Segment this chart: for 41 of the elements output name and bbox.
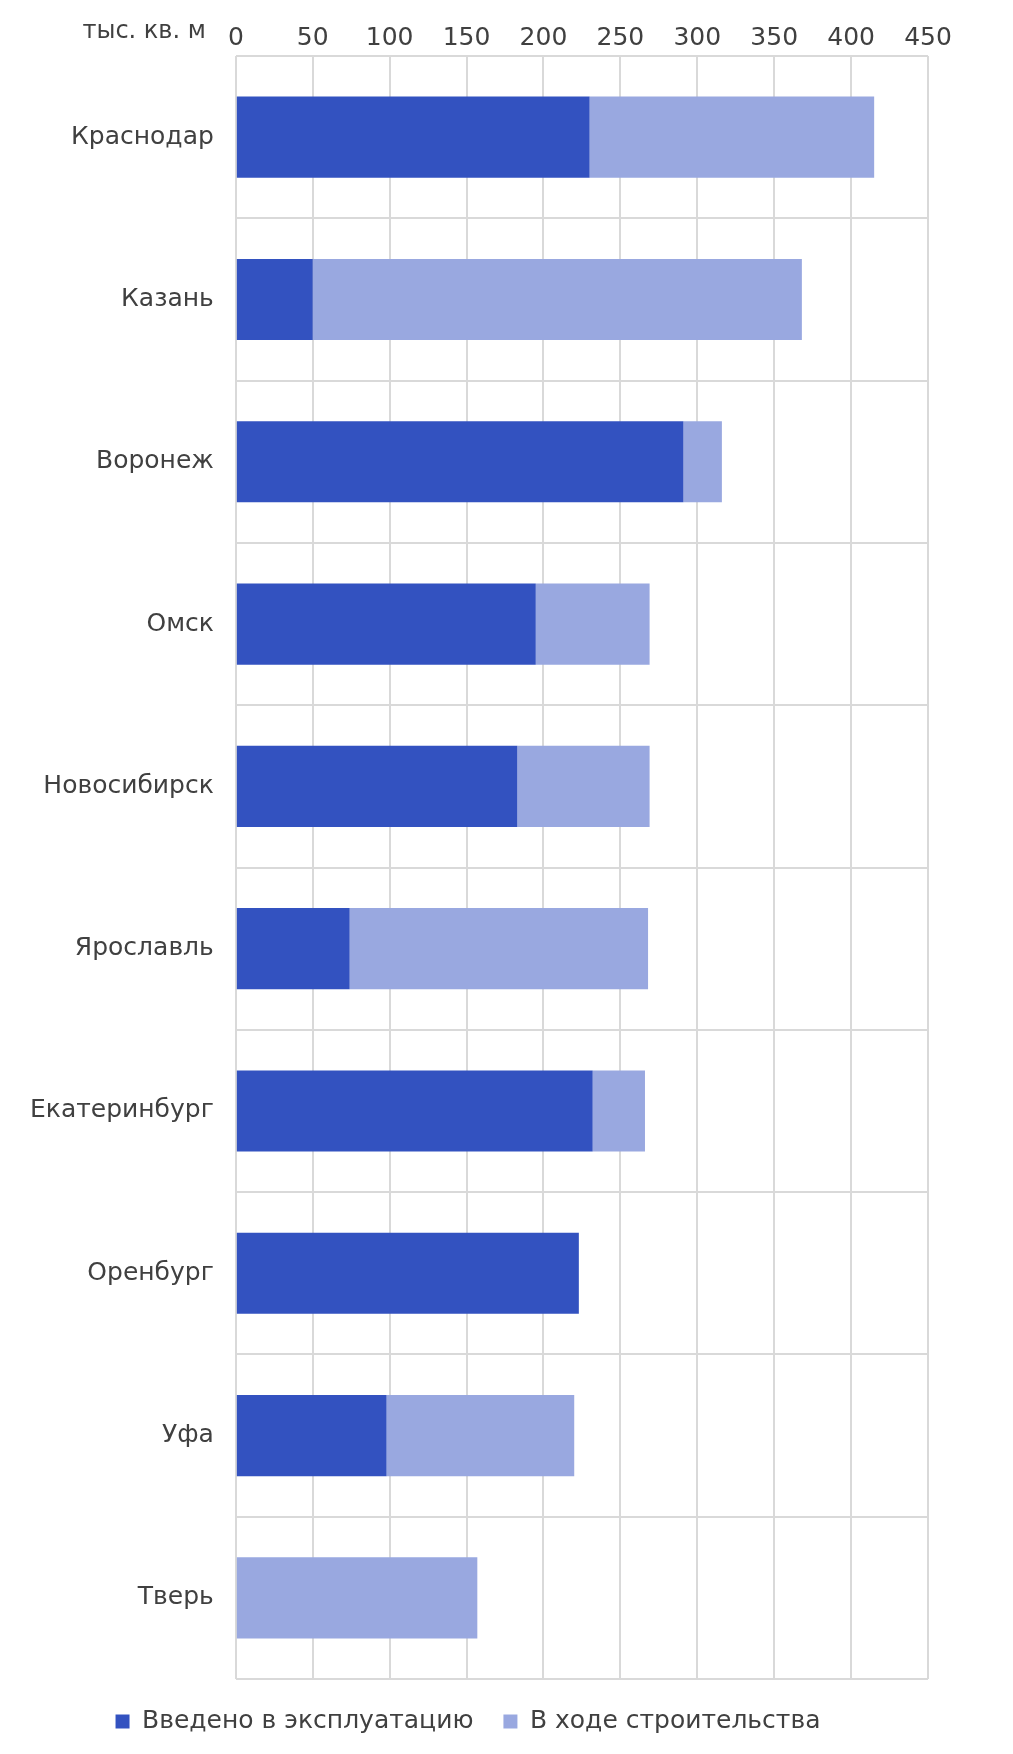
y-tick-label: Ярославль [74, 932, 214, 962]
x-tick-label: 350 [750, 21, 799, 51]
bar [517, 745, 650, 827]
x-tick-label: 100 [365, 21, 414, 51]
bar [236, 1070, 593, 1152]
x-tick-label: 300 [673, 21, 722, 51]
y-tick-label: Оренбург [87, 1256, 214, 1286]
bar [592, 1070, 645, 1152]
x-tick-label: 200 [519, 21, 568, 51]
x-tick-label: 0 [227, 21, 244, 51]
x-tick-label: 250 [596, 21, 645, 51]
bar [236, 421, 684, 503]
bar [236, 583, 536, 665]
y-tick-label: Краснодар [71, 120, 214, 150]
bar [535, 583, 650, 665]
x-tick-label: 50 [296, 21, 329, 51]
y-tick-label: Екатеринбург [29, 1094, 214, 1124]
y-tick-label: Тверь [136, 1581, 214, 1611]
bar [236, 1232, 579, 1314]
bar [386, 1394, 575, 1477]
y-tick-label: Воронеж [95, 445, 214, 475]
x-tick-label: 450 [904, 21, 952, 51]
bar [236, 1557, 478, 1639]
legend-label: В ходе строительства [529, 1705, 821, 1734]
bar [312, 258, 802, 341]
bar [236, 96, 590, 178]
x-tick-label: 400 [827, 21, 875, 51]
bar [236, 745, 518, 827]
x-tick-label: 150 [442, 21, 491, 51]
y-tick-label: Казань [121, 282, 214, 312]
bar [589, 96, 875, 178]
y-tick-label: Новосибирск [43, 769, 214, 799]
x-axis-title: тыс. кв. м [82, 16, 206, 45]
y-tick-label: Уфа [161, 1419, 214, 1449]
bar [236, 258, 313, 341]
y-tick-label: Омск [146, 607, 214, 637]
legend-label: Введено в эксплуатацию [142, 1705, 474, 1734]
bar [236, 1394, 387, 1477]
bar [349, 908, 649, 990]
bar [683, 421, 722, 503]
bar [236, 908, 350, 990]
